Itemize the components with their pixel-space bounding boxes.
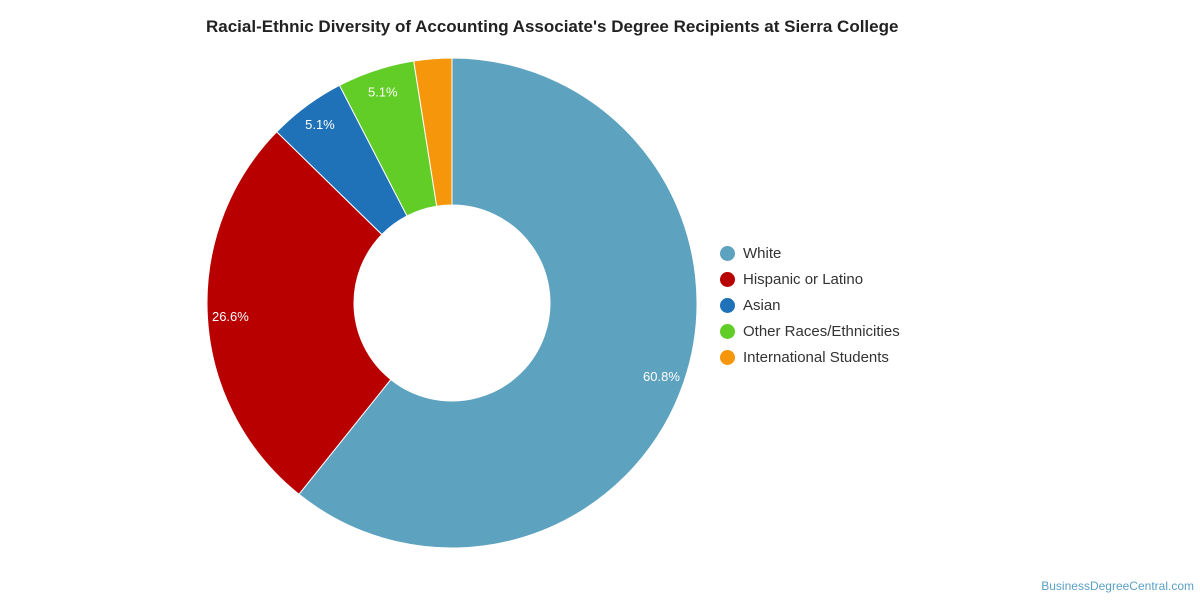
chart-title: Racial-Ethnic Diversity of Accounting As… bbox=[206, 17, 899, 36]
legend-swatch-white bbox=[720, 245, 735, 261]
legend-swatch-international-students bbox=[720, 349, 735, 365]
legend-item-international-students[interactable]: International Students bbox=[720, 344, 900, 370]
slice-international-students[interactable] bbox=[413, 57, 453, 207]
slice-hispanic-or-latino[interactable] bbox=[206, 131, 392, 496]
chart-legend: White Hispanic or Latino Asian Other Rac… bbox=[720, 240, 900, 370]
legend-label-other-races: Other Races/Ethnicities bbox=[743, 322, 900, 340]
slice-label-other-races-ethnicities: 5.1% bbox=[368, 85, 398, 100]
legend-label-white: White bbox=[743, 244, 782, 262]
legend-swatch-asian bbox=[720, 297, 735, 313]
legend-label-international-students: International Students bbox=[743, 348, 889, 366]
slice-white[interactable] bbox=[298, 57, 698, 549]
slice-label-white: 60.8% bbox=[643, 369, 680, 384]
slice-label-hispanic-or-latino: 26.6% bbox=[212, 309, 249, 324]
legend-item-asian[interactable]: Asian bbox=[720, 292, 900, 318]
legend-item-other-races[interactable]: Other Races/Ethnicities bbox=[720, 318, 900, 344]
slice-label-asian: 5.1% bbox=[305, 117, 335, 132]
legend-item-white[interactable]: White bbox=[720, 240, 900, 266]
legend-item-hispanic-or-latino[interactable]: Hispanic or Latino bbox=[720, 266, 900, 292]
watermark: BusinessDegreeCentral.com bbox=[1041, 579, 1194, 593]
legend-label-asian: Asian bbox=[743, 296, 781, 314]
legend-label-hispanic-or-latino: Hispanic or Latino bbox=[743, 270, 864, 288]
legend-swatch-other-races bbox=[720, 323, 735, 339]
legend-swatch-hispanic-or-latino bbox=[720, 271, 735, 287]
